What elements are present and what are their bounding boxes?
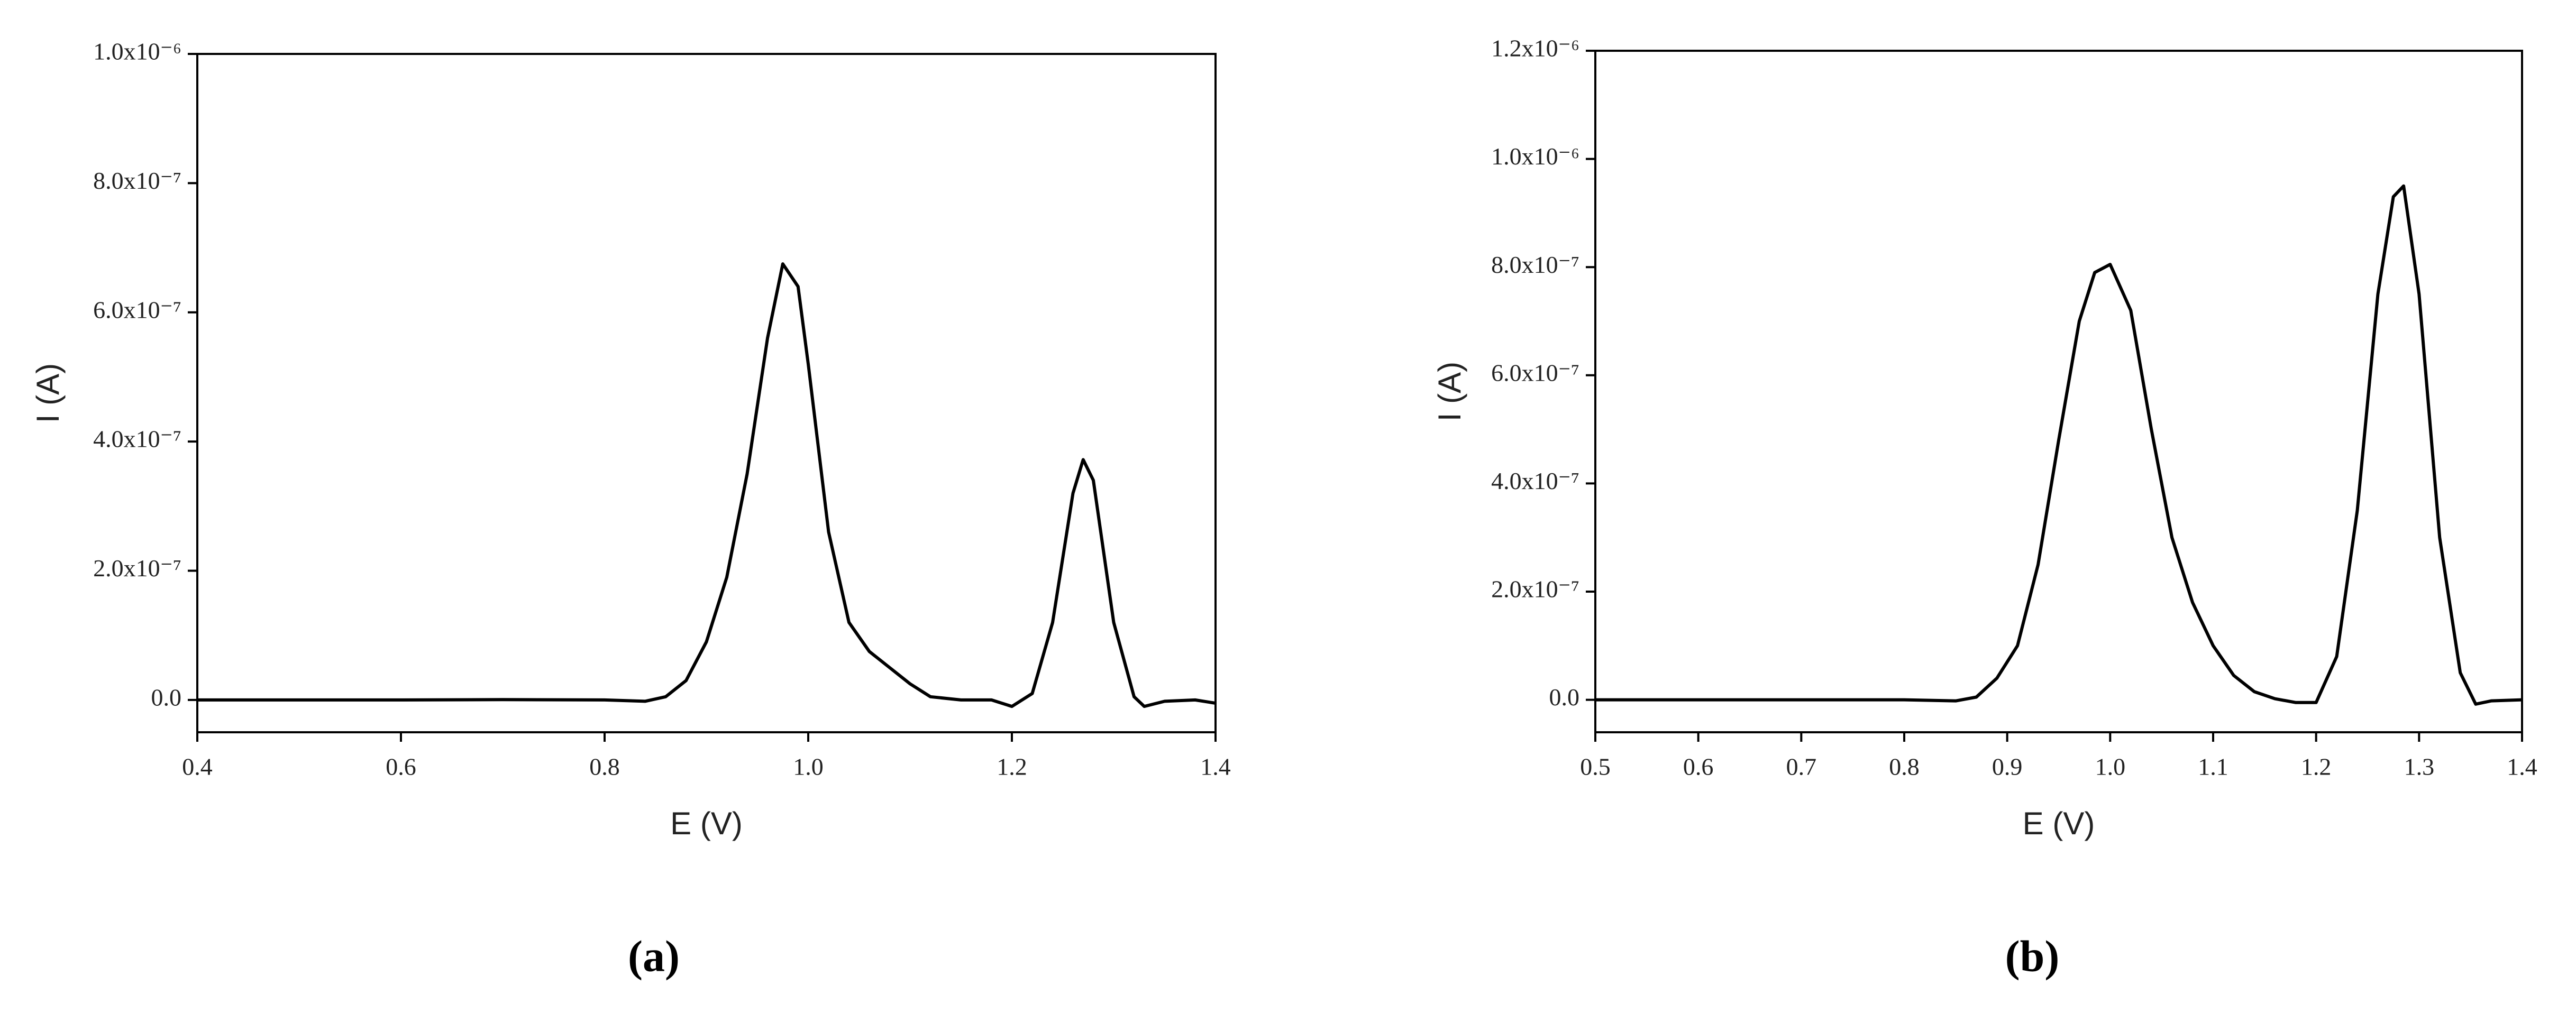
x-tick-label: 0.8 — [1889, 753, 1920, 780]
x-tick-label: 1.0 — [2095, 753, 2126, 780]
x-axis-label: E (V) — [670, 806, 743, 841]
data-line — [197, 262, 1216, 708]
x-tick-label: 1.2 — [2301, 753, 2332, 780]
x-tick-label: 1.4 — [2507, 753, 2537, 780]
x-tick-label: 1.3 — [2404, 753, 2435, 780]
y-tick-label: 4.0x10⁻⁷ — [93, 426, 181, 453]
y-tick-label: 4.0x10⁻⁷ — [1491, 467, 1579, 494]
y-tick-label: 2.0x10⁻⁷ — [1491, 576, 1579, 603]
y-axis-label: I (A) — [1432, 362, 1467, 421]
y-axis-label: I (A) — [30, 363, 66, 423]
y-tick-label: 0.0 — [151, 684, 182, 711]
panel-caption: (a) — [628, 932, 680, 981]
y-tick-label: 6.0x10⁻⁷ — [1491, 359, 1579, 386]
y-tick-label: 1.2x10⁻⁶ — [1491, 35, 1579, 62]
y-tick-label: 8.0x10⁻⁷ — [1491, 251, 1579, 278]
x-tick-label: 1.1 — [2198, 753, 2228, 780]
x-tick-label: 0.9 — [1992, 753, 2023, 780]
y-tick-label: 6.0x10⁻⁷ — [93, 296, 181, 323]
y-tick-label: 2.0x10⁻⁷ — [93, 555, 181, 582]
plot-frame — [196, 53, 1217, 733]
x-tick-label: 0.8 — [589, 753, 620, 780]
x-tick-label: 1.0 — [793, 753, 824, 780]
x-tick-label: 1.4 — [1200, 753, 1231, 780]
plot-frame — [1594, 50, 2523, 733]
y-tick-label: 1.0x10⁻⁶ — [93, 38, 181, 65]
x-tick-label: 1.2 — [997, 753, 1027, 780]
x-axis-label: E (V) — [2023, 806, 2095, 841]
x-tick-label: 0.6 — [386, 753, 416, 780]
x-tick-label: 0.4 — [182, 753, 213, 780]
data-line — [1595, 184, 2523, 706]
x-tick-label: 0.7 — [1786, 753, 1817, 780]
x-tick-label: 0.5 — [1580, 753, 1611, 780]
x-tick-label: 0.6 — [1683, 753, 1714, 780]
y-tick-label: 0.0 — [1549, 684, 1580, 711]
y-tick-label: 1.0x10⁻⁶ — [1491, 143, 1579, 170]
panel-caption: (b) — [2005, 932, 2060, 981]
y-tick-label: 8.0x10⁻⁷ — [93, 167, 181, 194]
